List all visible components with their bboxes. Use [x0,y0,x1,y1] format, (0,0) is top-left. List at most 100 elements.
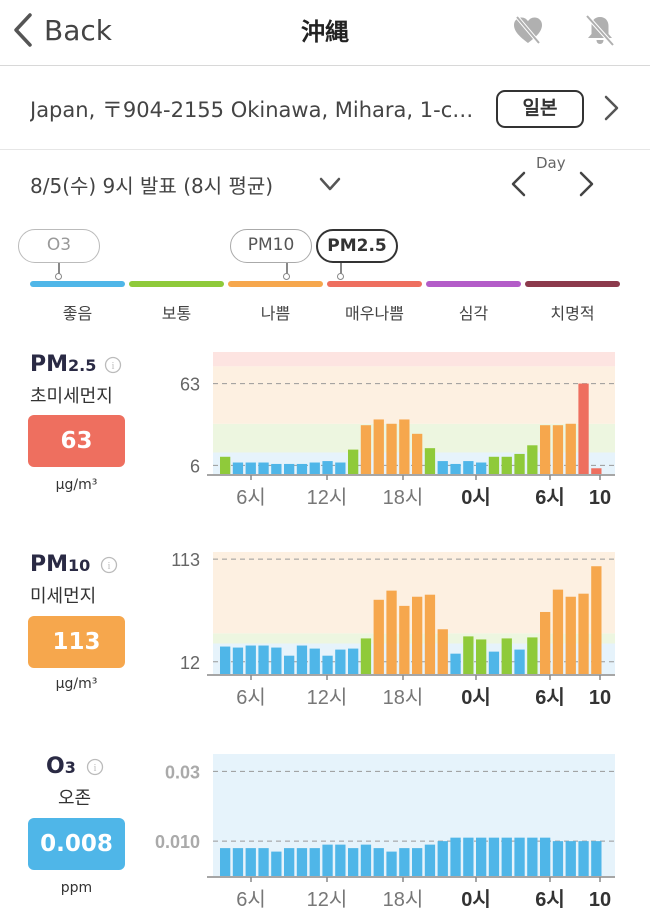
chevron-right-icon[interactable] [600,93,622,123]
level-label: 치명적 [550,304,595,323]
x-tick-label: 18시 [383,487,424,509]
info-icon[interactable]: i [100,556,118,574]
chevron-left-icon [14,13,32,47]
y-axis-label: 63 [180,375,200,395]
pm25-chart: 63 6 6시 12시 18시 0시 6시 10 [180,352,615,509]
chart-bar [322,844,333,876]
y-axis-label: 113 [171,552,200,570]
chart-bar [488,837,500,876]
chart-bar [296,463,308,474]
chart-bar [527,637,538,674]
chart-bar [220,646,231,674]
chart-bar [399,848,410,876]
chart-bar [437,629,448,674]
pm25-unit: μg/m³ [55,477,98,493]
o3-pin-dot [55,273,62,280]
chart-bar [514,453,525,474]
chevron-down-icon[interactable] [316,172,344,196]
x-tick-label: 12시 [307,487,348,509]
info-icon[interactable]: i [104,356,122,374]
chart-bar [322,461,333,474]
chart-bar [386,851,397,876]
chart-bar [476,639,487,674]
nav-bar: Back 沖縄 [0,0,650,66]
y-axis-label: 6 [190,456,200,476]
chart-bar [463,837,474,876]
chart-bar [245,645,256,674]
chart-bar [437,841,448,876]
previous-day-button[interactable] [508,170,530,198]
chart-bar [463,461,474,474]
level-scale: O3 PM10 PM2.5 좋음 보통 나쁨 매우나쁨 심각 치명적 [0,220,650,340]
o3-pill[interactable]: O3 [18,229,100,263]
chart-bar [424,844,436,876]
chart-bar [578,841,589,876]
level-label: 좋음 [62,304,93,323]
chart-bar [360,638,372,674]
x-tick-label: 12시 [307,889,348,911]
chart-bar [565,841,576,876]
y-axis-label: 0.010 [155,832,200,852]
chart-bar [284,463,295,474]
chart-bar [476,462,487,474]
chart-bar [232,848,244,876]
chart-bar [245,848,256,876]
pm10-desc: 미세먼지 [30,586,97,607]
address-row: Japan, 〒904-2155 Okinawa, Mihara, 1-c… 일… [0,66,650,150]
bell-slash-icon[interactable] [582,12,618,48]
pm25-desc: 초미세먼지 [30,386,113,407]
chart-bar [386,590,397,674]
x-tick-label: 6시 [236,687,266,709]
pm25-value-badge: 63 [28,415,125,467]
pm25-name: PM2.5 [30,352,97,377]
chart-bar [245,462,256,474]
chart-bar [360,425,372,474]
o3-chart: 0.03 0.010 6시 12시 18시 0시 6시 10 [155,754,615,911]
chart-band [213,352,615,367]
chart-bar [450,837,461,876]
pm25-pill[interactable]: PM2.5 [316,229,398,263]
pm25-pin [340,263,342,277]
x-tick-label: 0시 [461,686,491,709]
info-icon[interactable]: i [86,758,104,776]
chart-bar [488,456,500,474]
heart-slash-icon[interactable] [510,12,546,48]
address-text[interactable]: Japan, 〒904-2155 Okinawa, Mihara, 1-c… [30,98,474,122]
chart-bar [309,462,320,474]
chart-bar [386,423,397,474]
x-tick-label: 10 [589,687,611,709]
chart-bar [220,456,231,474]
chart-bar [220,848,231,876]
next-day-button[interactable] [575,170,597,198]
chart-bar [591,468,602,474]
x-tick-label: 0시 [461,486,491,509]
chart-bar [296,848,308,876]
chart-bar [437,461,448,474]
chart-bar [373,848,384,876]
chart-bar [540,837,551,876]
x-tick-label: 6시 [535,686,565,709]
y-axis-label: 12 [180,653,200,673]
country-button[interactable]: 일본 [496,90,584,128]
chart-bar [565,596,576,674]
chart-bar [271,647,282,674]
back-button[interactable]: Back [10,8,112,52]
chart-bar [271,851,282,876]
o3-desc: 오존 [58,788,92,809]
x-tick-label: 6시 [535,888,565,911]
level-label: 심각 [458,304,489,323]
chart-bar [527,445,538,474]
chart-bar [399,605,410,674]
x-tick-label: 0시 [461,888,491,911]
chart-bar [501,638,512,674]
chart-bar [296,645,308,674]
chart-bar [565,423,576,474]
chart-bar [514,837,525,876]
chart-bar [399,419,410,474]
chart-bar [540,425,551,474]
pm10-name: PM10 [30,552,91,577]
chart-bar [335,649,346,674]
date-text[interactable]: 8/5(수) 9시 발표 (8시 평균) [30,174,274,198]
back-label: Back [44,13,112,47]
pm10-pill[interactable]: PM10 [230,229,312,263]
